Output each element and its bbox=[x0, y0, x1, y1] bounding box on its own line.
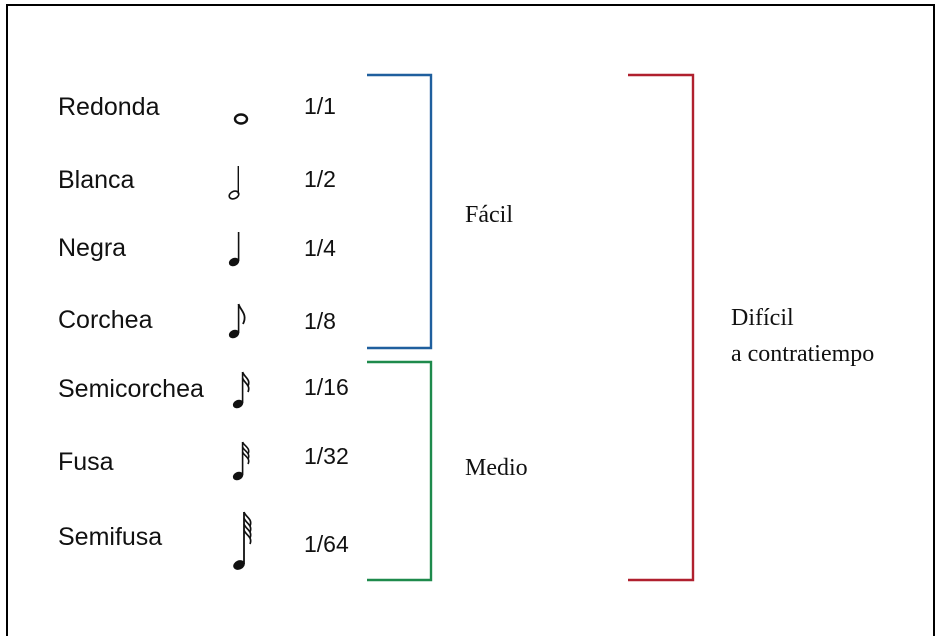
medium-label: Medio bbox=[465, 455, 528, 483]
easy-bracket bbox=[367, 75, 431, 348]
hard-label-line1: Difícil bbox=[731, 305, 794, 333]
easy-label: Fácil bbox=[465, 202, 513, 230]
hard-label-line2: a contratiempo bbox=[731, 341, 874, 369]
medium-bracket bbox=[367, 362, 431, 580]
hard-bracket bbox=[628, 75, 693, 580]
